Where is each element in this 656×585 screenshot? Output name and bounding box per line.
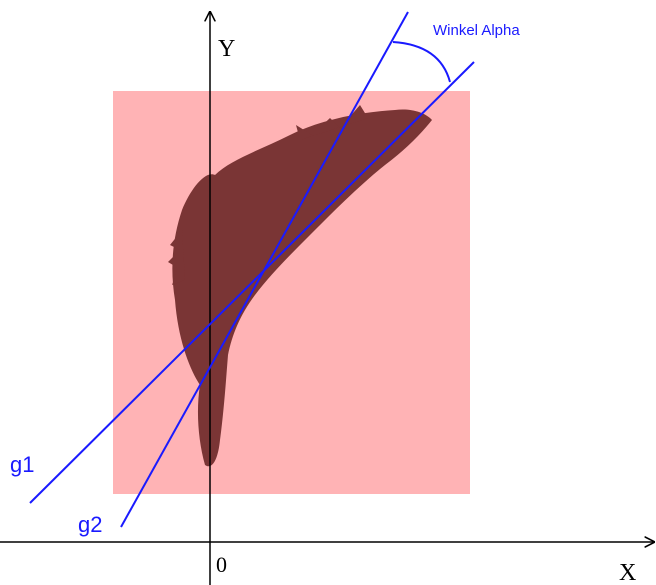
line-g1 xyxy=(29,61,475,504)
line-g2 xyxy=(120,11,409,528)
g2-label: g2 xyxy=(78,512,102,537)
plant-shape xyxy=(168,105,432,467)
y-axis-label: Y xyxy=(218,36,235,62)
angle-label: Winkel Alpha xyxy=(433,22,520,39)
x-axis-label: X xyxy=(619,560,636,585)
g1-label: g1 xyxy=(10,452,34,477)
origin-label: 0 xyxy=(216,552,227,577)
angle-arc xyxy=(392,41,451,83)
